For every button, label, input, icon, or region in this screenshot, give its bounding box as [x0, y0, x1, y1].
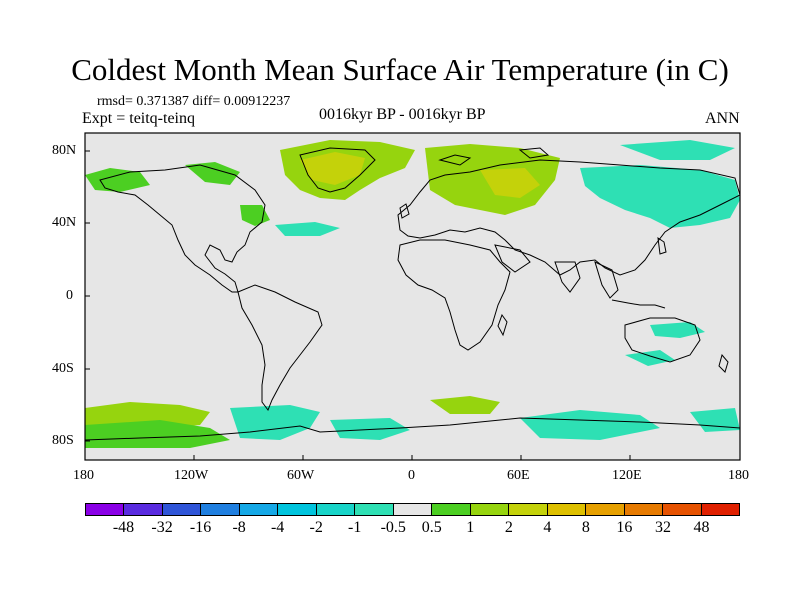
- coast-se-asia: [594, 261, 619, 299]
- colorbar-label: 16: [616, 519, 633, 536]
- coast-arabia: [494, 244, 531, 273]
- map-title: Coldest Month Mean Surface Air Temperatu…: [71, 52, 729, 87]
- colorbar-label: -48: [112, 519, 135, 536]
- colorbar-label: -0.5: [380, 519, 406, 536]
- x-tick-label: 60W: [287, 468, 315, 483]
- colorbar-box: [470, 504, 510, 515]
- y-tick-label: 80S: [52, 433, 74, 448]
- anomaly-antarctic-west: [85, 420, 230, 448]
- coast-india: [554, 261, 581, 293]
- colorbar-box: [316, 504, 356, 515]
- colorbar-box: [663, 504, 702, 515]
- colorbar-box: [701, 504, 739, 515]
- colorbar-box: [547, 504, 587, 515]
- colorbar-box: [586, 504, 625, 515]
- colorbar-box: [278, 504, 317, 515]
- anomaly-antarctic-neg4: [690, 408, 740, 432]
- season-label: ANN: [705, 110, 740, 127]
- anomaly-canada: [185, 162, 240, 185]
- colorbar-label: -16: [189, 519, 212, 536]
- coast-arctic-islands: [438, 147, 550, 166]
- colorbar-box: [201, 504, 240, 515]
- colorbar-box: [355, 504, 394, 515]
- colorbar-label: -32: [151, 519, 173, 536]
- colorbar-box: [393, 504, 433, 515]
- coast-eurasia: [397, 159, 740, 276]
- anomaly-siberia: [580, 165, 740, 228]
- colorbar-label: -8: [232, 519, 246, 536]
- coast-north-america: [99, 164, 266, 293]
- y-tick-label: 40N: [52, 215, 77, 230]
- experiment-label: Expt = teitq-teinq: [82, 110, 195, 127]
- colorbar-label: -2: [309, 519, 323, 536]
- anomaly-indian-ocean: [625, 350, 675, 366]
- colorbar-box: [86, 504, 125, 515]
- coast-africa: [397, 239, 511, 351]
- colorbar-box: [624, 504, 664, 515]
- x-tick-label: 60E: [507, 468, 530, 483]
- colorbar-box: [432, 504, 471, 515]
- coast-south-america: [237, 284, 323, 412]
- coast-antarctica: [85, 417, 740, 441]
- coast-uk: [399, 203, 410, 219]
- x-tick-label: 0: [408, 468, 415, 483]
- anomaly-arctic-east: [620, 140, 735, 160]
- coast-madagascar: [497, 313, 508, 337]
- colorbar-label: 4: [543, 519, 552, 536]
- colorbar-label: 32: [654, 519, 671, 536]
- coast-japan: [657, 236, 667, 255]
- colorbar-label: 0.5: [421, 519, 442, 536]
- x-tick-label: 120W: [174, 468, 209, 483]
- colorbar-label: 48: [693, 519, 710, 536]
- anomaly-greenland-core: [300, 152, 365, 185]
- period-label: 0016kyr BP - 0016kyr BP: [319, 106, 486, 123]
- colorbar-box: [124, 504, 163, 515]
- coast-australia: [624, 317, 701, 363]
- y-tick-label: 40S: [52, 361, 74, 376]
- anomaly-australia-south: [650, 322, 705, 338]
- coastlines: [85, 147, 740, 441]
- axis-ticks: [84, 150, 741, 460]
- coast-new-zealand: [718, 353, 729, 373]
- anomaly-north-atlantic: [275, 222, 340, 236]
- anomaly-antarctic-neg3: [520, 410, 660, 440]
- y-tick-label: 0: [66, 288, 73, 303]
- colorbar: [85, 503, 740, 516]
- y-tick-label: 80N: [52, 143, 77, 158]
- colorbar-label: -1: [348, 519, 362, 536]
- x-tick-label: 120E: [612, 468, 642, 483]
- colorbar-label: -4: [270, 519, 285, 536]
- colorbar-box: [162, 504, 202, 515]
- x-tick-label: 180: [73, 468, 94, 483]
- anomaly-alaska: [85, 168, 150, 192]
- anomaly-antarctic-pos2: [430, 396, 500, 414]
- colorbar-box: [509, 504, 548, 515]
- anomaly-russia-core: [480, 168, 540, 198]
- x-tick-label: 180: [728, 468, 749, 483]
- colorbar-box: [239, 504, 279, 515]
- colorbar-label: 8: [581, 519, 590, 536]
- colorbar-label: 1: [466, 519, 475, 536]
- coast-greenland: [299, 147, 376, 193]
- colorbar-label: 2: [504, 519, 513, 536]
- stats-text: rmsd= 0.371387 diff= 0.00912237: [97, 94, 291, 109]
- coast-indonesia: [611, 299, 666, 309]
